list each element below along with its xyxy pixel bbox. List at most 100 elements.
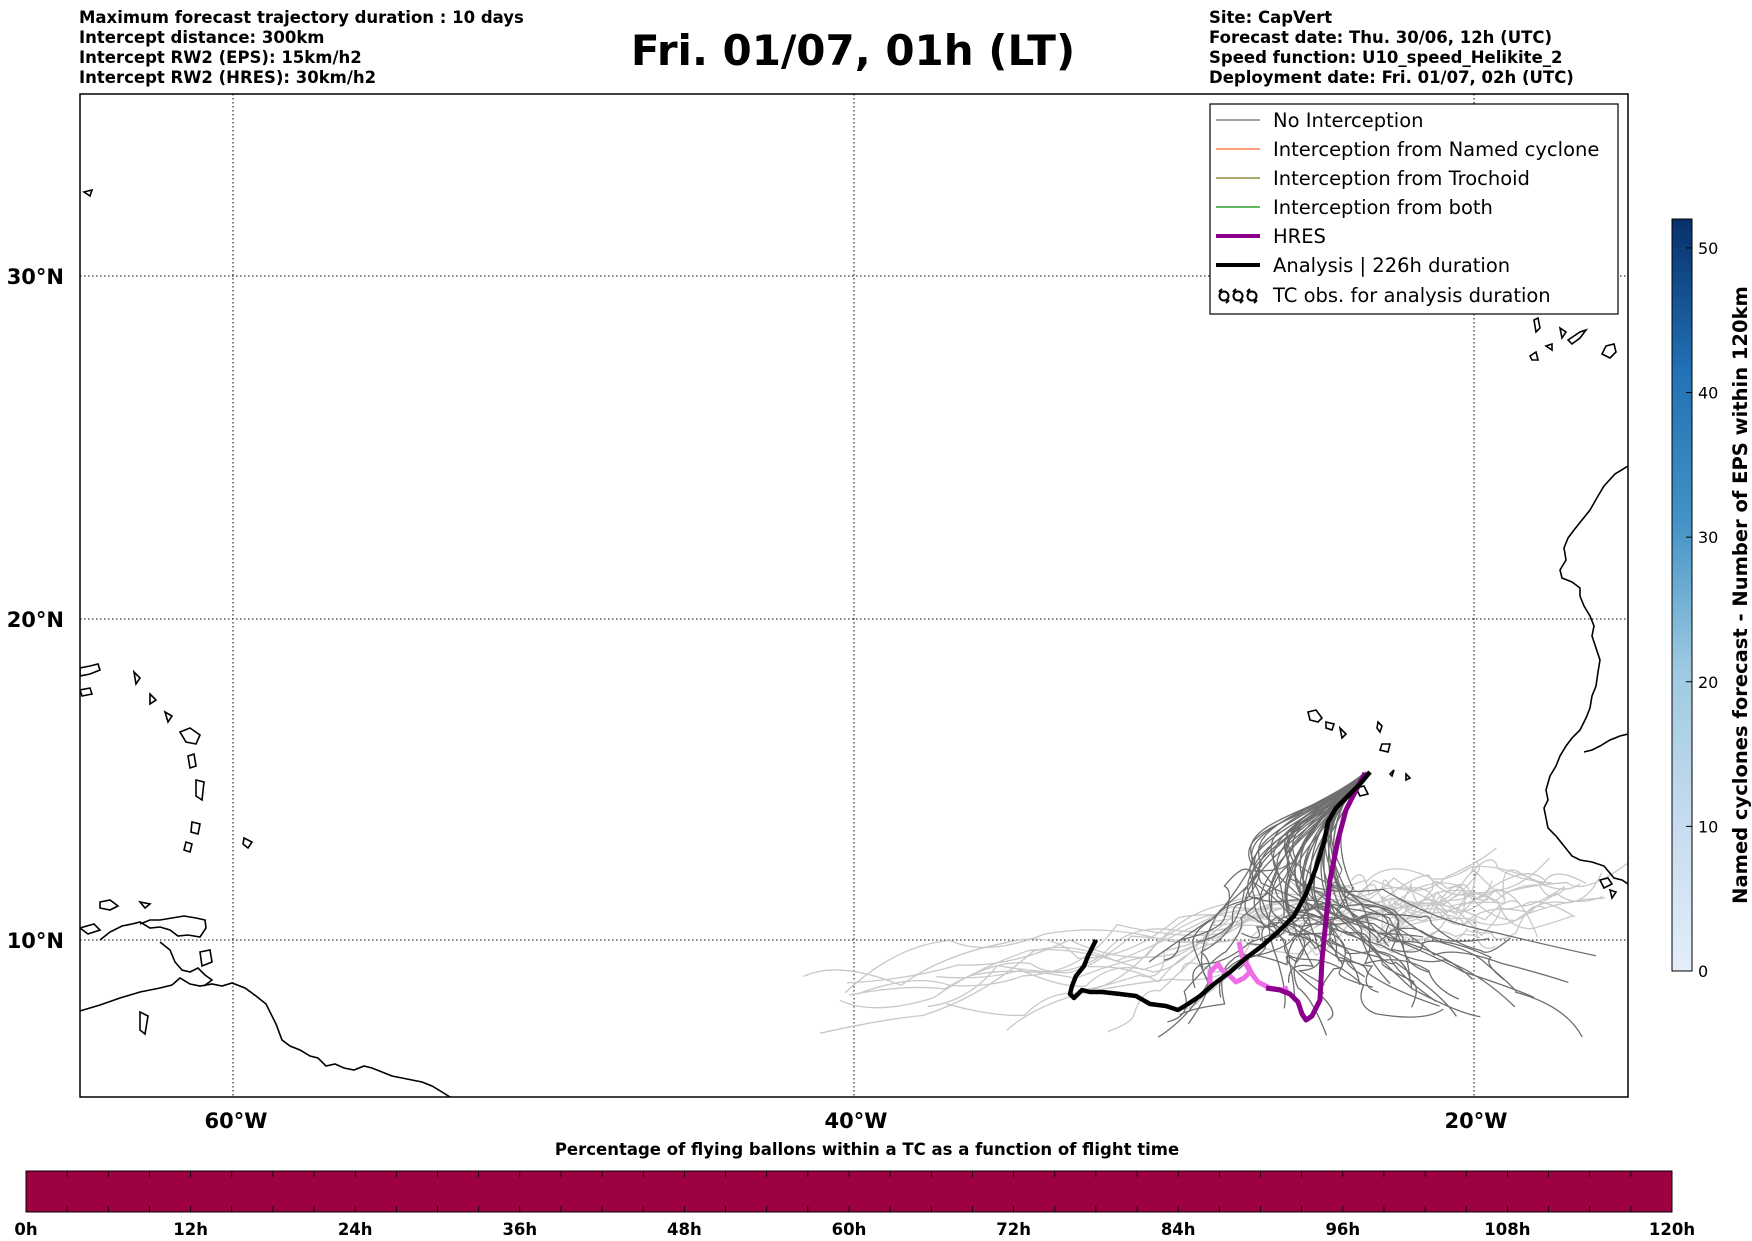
- colorbar-tick-label: 0h: [14, 1220, 37, 1239]
- legend-label: TC obs. for analysis duration: [1272, 284, 1551, 307]
- lon-label-60w: 60°W: [205, 1109, 268, 1133]
- coast-south-america: [80, 977, 451, 1097]
- hres-trajectory: [1265, 771, 1368, 1023]
- island-cape-verde: [1325, 720, 1336, 732]
- ensemble-trajectory: [1192, 771, 1367, 989]
- island: [190, 820, 201, 836]
- ensemble-trajectory: [1313, 771, 1490, 943]
- island-cape-verde: [1388, 769, 1395, 778]
- island-cape-verde: [1405, 772, 1412, 782]
- legend-entry-no-interception: No Interception: [1216, 109, 1424, 132]
- info-line: Intercept RW2 (EPS): 15km/h2: [79, 48, 362, 67]
- site-info: Site: CapVert Forecast date: Thu. 30/06,…: [1209, 8, 1574, 88]
- legend: No Interception Interception from Named …: [1209, 103, 1619, 315]
- colorbar-tick-label: 12h: [173, 1220, 208, 1239]
- cyclone-symbol-icon: [1218, 288, 1258, 304]
- island: [199, 949, 213, 968]
- island: [187, 752, 197, 770]
- analysis-trajectory: [1067, 770, 1372, 1013]
- ensemble-trajectory: [1197, 771, 1367, 943]
- legend-label: Analysis | 226h duration: [1273, 254, 1510, 277]
- colorbar-tick-label: 120h: [1649, 1220, 1695, 1239]
- coast-africa: [1543, 465, 1628, 885]
- island-cape-verde: [1354, 785, 1370, 797]
- lon-label-20w: 20°W: [1445, 1109, 1508, 1133]
- ensemble-trajectory: [1167, 771, 1367, 1023]
- ensemble-trajectory: [1359, 880, 1466, 939]
- legend-entry-tc-obs: TC obs. for analysis duration: [1218, 284, 1551, 307]
- coast-gulf-paria: [159, 941, 214, 987]
- trajectories-no-interception: [1148, 771, 1597, 1038]
- ensemble-trajectory: [1257, 771, 1535, 999]
- info-line: Forecast date: Thu. 30/06, 12h (UTC): [1209, 28, 1553, 47]
- colorbar-tick-label: 50: [1698, 239, 1718, 258]
- island: [132, 669, 142, 687]
- info-line: Deployment date: Fri. 01/07, 02h (UTC): [1209, 68, 1574, 87]
- ensemble-trajectory: [1107, 903, 1285, 1033]
- ensemble-trajectory: [1324, 771, 1457, 1017]
- ensemble-trajectory: [1392, 885, 1566, 920]
- ensemble-trajectory: [1179, 771, 1367, 1016]
- info-line: Maximum forecast trajectory duration : 1…: [79, 8, 524, 27]
- island-cape-verde: [1307, 709, 1324, 723]
- island: [183, 840, 193, 854]
- island: [163, 710, 174, 724]
- island-cape-verde: [1338, 725, 1348, 740]
- coastlines: [80, 188, 1628, 1097]
- colorbar-gradient: [1671, 218, 1693, 972]
- island: [80, 687, 94, 697]
- ensemble-trajectory: [1309, 908, 1481, 953]
- forecast-parameters: Maximum forecast trajectory duration : 1…: [79, 8, 524, 88]
- island-canary: [1544, 342, 1553, 352]
- island: [99, 899, 120, 911]
- ensemble-trajectory: [1364, 865, 1587, 885]
- colorbar-tick-label: 96h: [1325, 1220, 1360, 1239]
- ensemble-trajectory: [967, 892, 1316, 979]
- island-canary: [1600, 343, 1617, 359]
- island-bissagos: [1608, 888, 1618, 900]
- colorbar-tick-label: 72h: [996, 1220, 1031, 1239]
- ensemble-trajectory: [1359, 900, 1576, 921]
- island-cape-verde: [1378, 743, 1392, 753]
- island: [178, 727, 201, 745]
- legend-label: No Interception: [1273, 109, 1424, 132]
- coast-africa-guinea: [1583, 733, 1628, 753]
- legend-label: HRES: [1273, 225, 1326, 248]
- info-line: Speed function: U10_speed_Helikite_2: [1209, 48, 1563, 67]
- colorbar-tick-label: 0: [1698, 962, 1708, 981]
- ensemble-trajectory: [1327, 771, 1417, 1008]
- island: [80, 923, 102, 935]
- colorbar-tick-label: 30: [1698, 528, 1718, 547]
- map-frame: [79, 93, 1629, 1098]
- legend-box: [1209, 103, 1619, 315]
- colorbar-tick-label: 40: [1698, 384, 1718, 403]
- lat-label-30n: 30°N: [7, 265, 64, 289]
- legend-label: Interception from both: [1273, 196, 1493, 219]
- colorbar-tick-label: 84h: [1161, 1220, 1196, 1239]
- legend-entry-both: Interception from both: [1216, 196, 1493, 219]
- island: [195, 778, 205, 802]
- lat-label-20n: 20°N: [7, 608, 64, 632]
- island-canary: [1528, 350, 1540, 361]
- colorbar-label: Named cyclones forecast - Number of EPS …: [1729, 286, 1752, 904]
- ensemble-trajectory: [1329, 874, 1493, 907]
- colorbar-fill: [25, 1170, 1673, 1213]
- ensemble-trajectory: [1083, 924, 1286, 991]
- info-line: Intercept distance: 300km: [79, 28, 325, 47]
- colorbar-ticks: 0h 12h 24h 36h 48h 60h 72h 84h 96h 108h 120h: [14, 1171, 1695, 1239]
- ensemble-trajectory: [1148, 771, 1367, 963]
- legend-entry-hres: HRES: [1216, 225, 1326, 248]
- colorbar-tick-label: 36h: [502, 1220, 537, 1239]
- ensemble-trajectory: [1286, 771, 1459, 1000]
- colorbar-tick-label: 20: [1698, 673, 1718, 692]
- colorbar-tick-label: 60h: [832, 1220, 867, 1239]
- ensemble-trajectory: [1284, 771, 1474, 980]
- colorbar-tick-label: 24h: [338, 1220, 373, 1239]
- ensemble-trajectory: [1249, 771, 1374, 988]
- ensemble-trajectory: [1303, 771, 1516, 1008]
- ensemble-trajectory: [1315, 862, 1628, 944]
- ensemble-trajectory: [1285, 771, 1367, 995]
- info-line: Site: CapVert: [1209, 8, 1333, 27]
- legend-entry-analysis: Analysis | 226h duration: [1216, 254, 1510, 277]
